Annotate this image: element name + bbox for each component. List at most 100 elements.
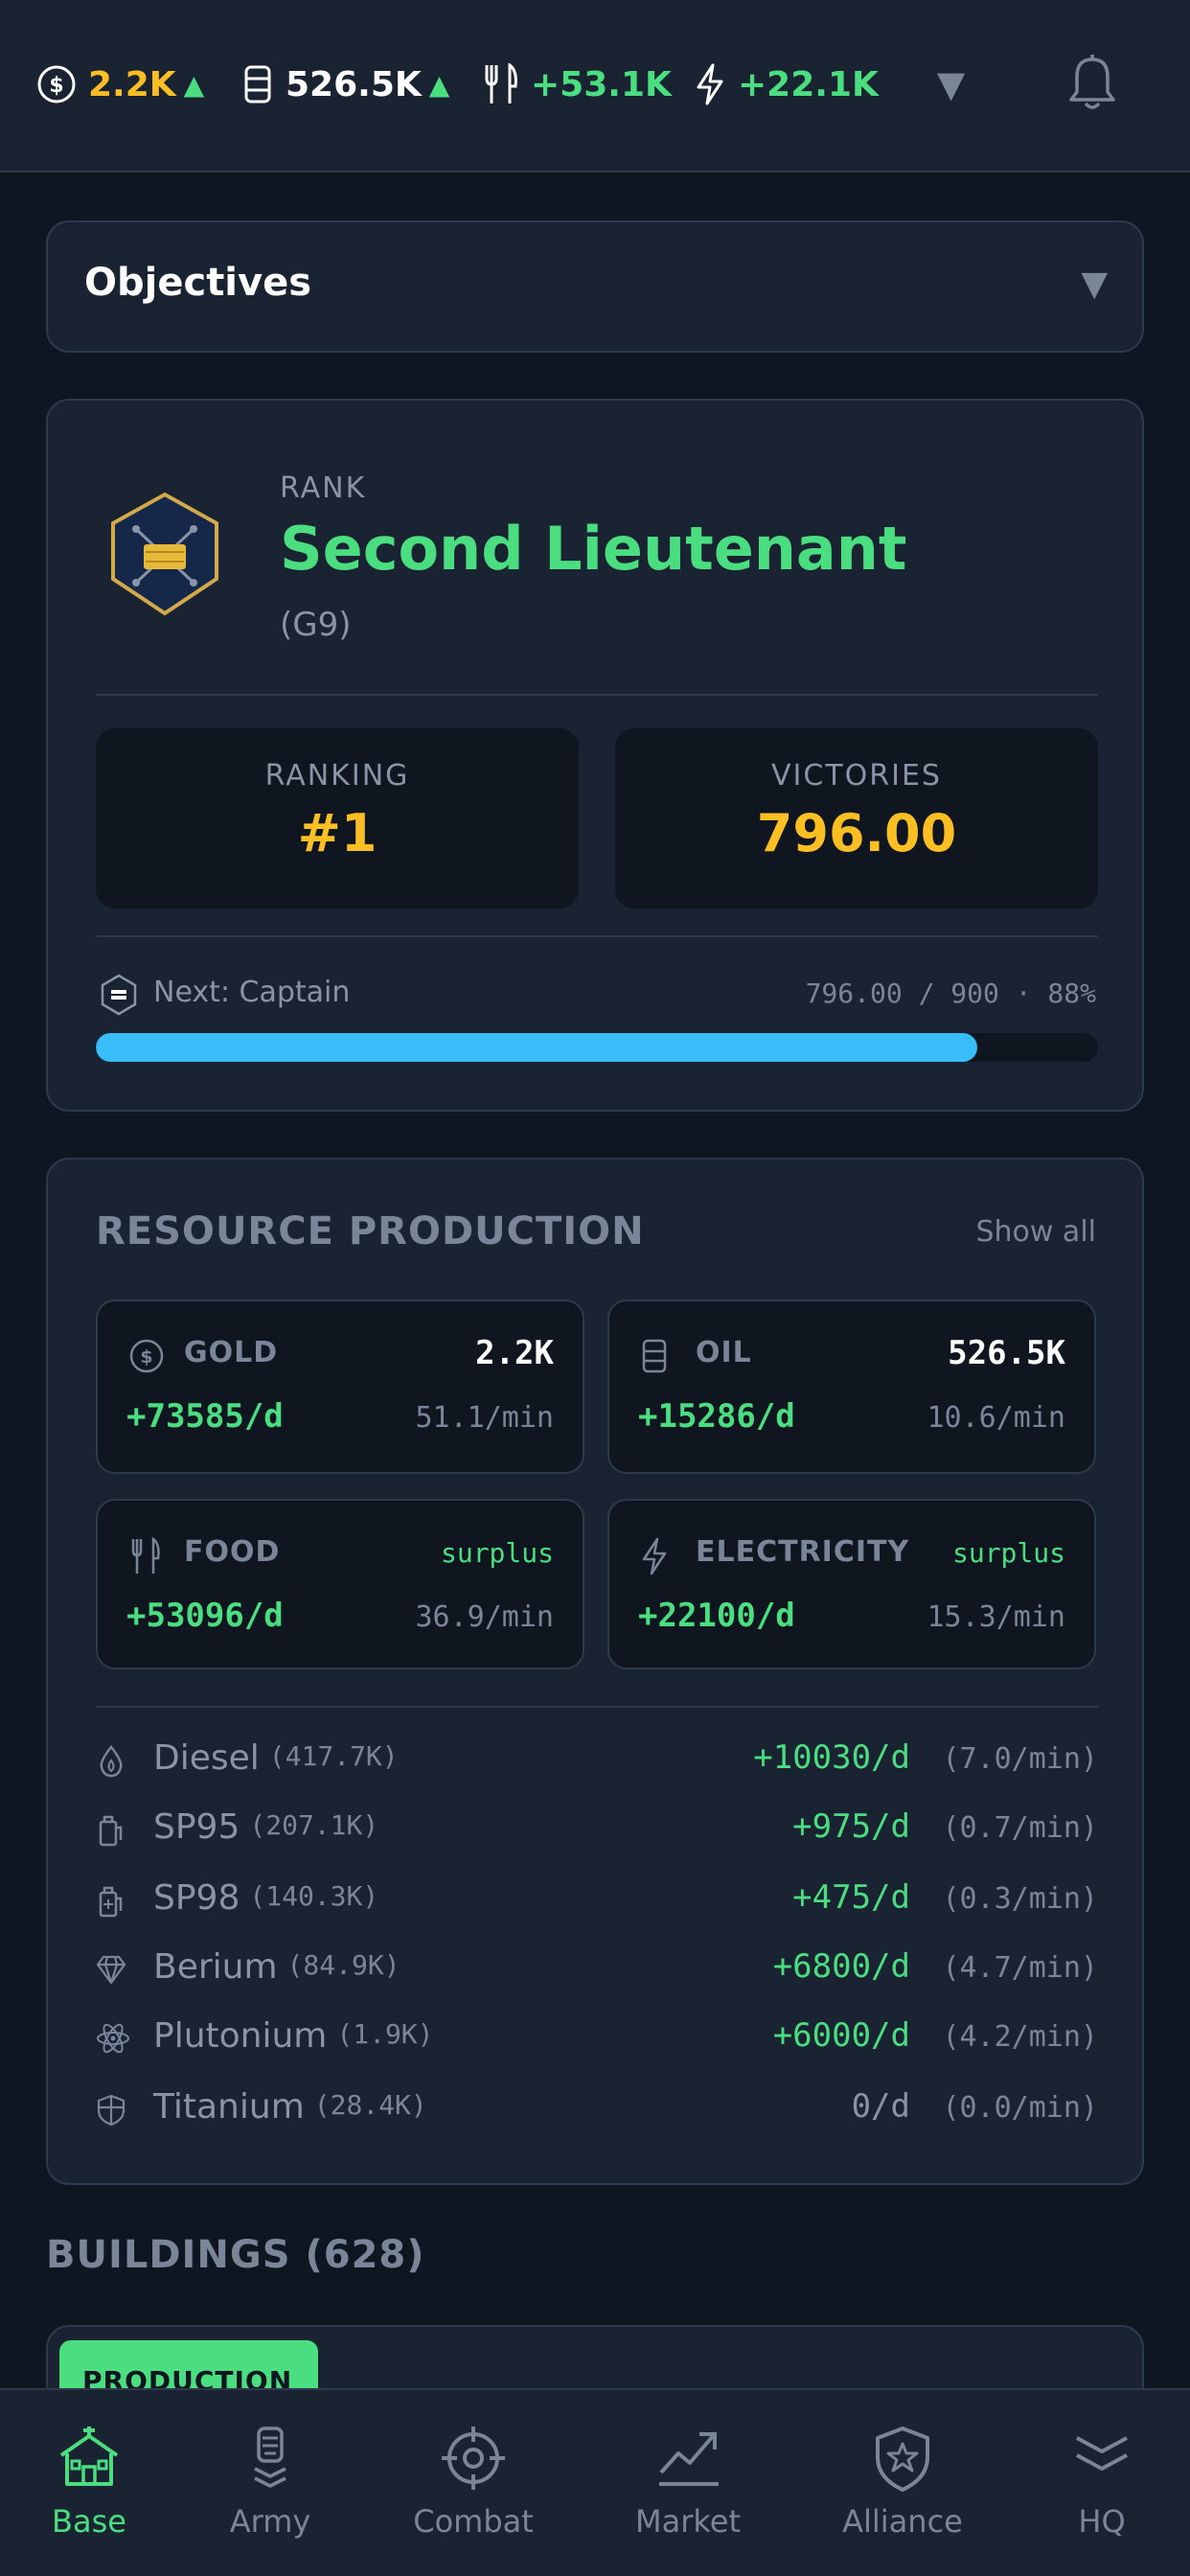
resource-per-min: 15.3/min bbox=[927, 1600, 1066, 1634]
resource-rate: +22100/d bbox=[638, 1597, 795, 1635]
gem-icon bbox=[96, 1955, 126, 1985]
objectives-panel[interactable]: Objectives ▼ bbox=[46, 220, 1144, 353]
divider bbox=[96, 694, 1098, 696]
resource-row-berium: Berium (84.9K) +6800/d (4.7/min) bbox=[96, 1940, 1098, 1997]
resource-name-line: Diesel (417.7K) bbox=[153, 1738, 399, 1778]
resource-name: Titanium bbox=[153, 2087, 305, 2127]
resource-stock: (84.9K) bbox=[286, 1949, 400, 1981]
home-base-icon bbox=[59, 2426, 119, 2486]
resource-row-sp95: SP95 (207.1K) +975/d (0.7/min) bbox=[96, 1800, 1098, 1857]
resource-name: Plutonium bbox=[153, 2016, 328, 2056]
resource-per-min: (7.0/min) bbox=[942, 1742, 1098, 1776]
atom-icon bbox=[97, 2023, 129, 2054]
topbar-food[interactable]: +53.1K bbox=[481, 56, 672, 113]
resource-name: ELECTRICITY bbox=[696, 1535, 910, 1569]
electricity-bolt-icon bbox=[697, 63, 723, 105]
nav-combat[interactable]: Combat bbox=[378, 2390, 569, 2576]
nav-alliance[interactable]: Alliance bbox=[807, 2390, 998, 2576]
ranking-stat: RANKING #1 bbox=[96, 728, 579, 908]
buildings-title: BUILDINGS (628) bbox=[46, 2233, 425, 2277]
resource-rate: +975/d bbox=[792, 1807, 910, 1846]
resource-rate: +6000/d bbox=[772, 2016, 910, 2055]
resource-card-gold[interactable]: $ GOLD 2.2K +73585/d 51.1/min bbox=[96, 1300, 584, 1474]
victories-label: VICTORIES bbox=[771, 759, 942, 793]
nav-label: Alliance bbox=[842, 2503, 963, 2540]
nav-market[interactable]: Market bbox=[592, 2390, 784, 2576]
topbar-gold-value: 2.2K bbox=[88, 64, 176, 104]
resource-rate: +15286/d bbox=[638, 1397, 795, 1436]
ranking-label: RANKING bbox=[264, 759, 410, 793]
next-rank-insignia-icon bbox=[101, 974, 137, 1016]
resource-per-min: 10.6/min bbox=[927, 1401, 1066, 1435]
gold-coin-icon: $ bbox=[129, 1339, 164, 1373]
divider bbox=[96, 1706, 1098, 1708]
resource-name: Diesel bbox=[153, 1738, 260, 1778]
nav-label: Base bbox=[52, 2503, 126, 2540]
resource-rate: +6800/d bbox=[772, 1947, 910, 1986]
resource-per-min: 36.9/min bbox=[415, 1600, 555, 1634]
oil-barrel-icon bbox=[642, 1339, 667, 1373]
bell-icon bbox=[1069, 55, 1115, 109]
resource-amount: surplus bbox=[440, 1537, 554, 1569]
rank-progress-text: 796.00 / 900 · 88% bbox=[805, 978, 1096, 1009]
resource-name-line: Titanium (28.4K) bbox=[153, 2087, 427, 2127]
resource-per-min: (0.7/min) bbox=[942, 1811, 1098, 1845]
production-title: RESOURCE PRODUCTION bbox=[96, 1209, 645, 1254]
resource-name-line: Plutonium (1.9K) bbox=[153, 2016, 434, 2056]
resource-production-card: RESOURCE PRODUCTION Show all $ GOLD 2.2K… bbox=[46, 1158, 1144, 2185]
resource-name: FOOD bbox=[184, 1535, 281, 1569]
resource-row-sp98: SP98 (140.3K) +475/d (0.3/min) bbox=[96, 1871, 1098, 1928]
objectives-title: Objectives bbox=[84, 261, 312, 305]
show-all-link[interactable]: Show all bbox=[975, 1215, 1096, 1249]
topbar-gold[interactable]: $ 2.2K ▲ bbox=[36, 56, 204, 113]
rank-insignia-icon bbox=[111, 492, 218, 616]
resource-stock: (28.4K) bbox=[313, 2089, 427, 2121]
trend-up-icon: ▲ bbox=[428, 68, 450, 101]
victories-value: 796.00 bbox=[756, 803, 957, 863]
victories-stat: VICTORIES 796.00 bbox=[615, 728, 1098, 908]
resource-rate: 0/d bbox=[851, 2087, 910, 2126]
army-soldier-icon bbox=[254, 2426, 286, 2488]
resources-dropdown-toggle[interactable]: ▼ bbox=[937, 63, 966, 105]
rank-progress-fill bbox=[96, 1033, 978, 1062]
resource-per-min: 51.1/min bbox=[415, 1401, 555, 1435]
gold-coin-icon: $ bbox=[37, 65, 76, 104]
rank-card: RANK Second Lieutenant (G9) RANKING #1 V… bbox=[46, 399, 1144, 1112]
topbar-oil[interactable]: 526.5K ▲ bbox=[241, 56, 449, 113]
trend-up-icon: ▲ bbox=[183, 68, 205, 101]
alliance-shield-star-icon bbox=[876, 2426, 929, 2492]
topbar-food-value: +53.1K bbox=[531, 64, 672, 104]
divider bbox=[96, 935, 1098, 937]
notifications-button[interactable] bbox=[1064, 54, 1121, 117]
chevron-down-icon[interactable]: ▼ bbox=[1081, 264, 1108, 304]
ranking-value: #1 bbox=[297, 803, 378, 863]
resource-per-min: (0.0/min) bbox=[942, 2091, 1098, 2125]
resource-amount: surplus bbox=[951, 1537, 1065, 1569]
nav-army[interactable]: Army bbox=[174, 2390, 366, 2576]
nav-label: HQ bbox=[1078, 2503, 1126, 2540]
rank-progress-bar bbox=[96, 1033, 1098, 1062]
resource-name: GOLD bbox=[184, 1336, 279, 1369]
resource-stock: (140.3K) bbox=[249, 1880, 379, 1912]
shield-half-icon bbox=[97, 2094, 126, 2127]
nav-hq[interactable]: HQ bbox=[1006, 2390, 1190, 2576]
resource-stock: (1.9K) bbox=[336, 2018, 434, 2050]
nav-label: Combat bbox=[413, 2503, 534, 2540]
nav-base[interactable]: Base bbox=[0, 2390, 185, 2576]
crosshair-icon bbox=[442, 2426, 505, 2490]
nav-label: Market bbox=[635, 2503, 741, 2540]
oil-barrel-icon bbox=[244, 65, 271, 104]
resource-card-food[interactable]: FOOD surplus +53096/d 36.9/min bbox=[96, 1499, 584, 1669]
rank-name: Second Lieutenant bbox=[280, 514, 907, 584]
resource-name: Berium bbox=[153, 1947, 278, 1987]
trend-chart-icon bbox=[659, 2432, 719, 2486]
topbar-electricity[interactable]: +22.1K bbox=[694, 56, 879, 113]
resource-card-oil[interactable]: OIL 526.5K +15286/d 10.6/min bbox=[607, 1300, 1096, 1474]
resource-rate: +73585/d bbox=[126, 1397, 284, 1436]
resource-card-electricity[interactable]: ELECTRICITY surplus +22100/d 15.3/min bbox=[607, 1499, 1096, 1669]
resource-stock: (417.7K) bbox=[268, 1740, 399, 1772]
resource-name: SP98 bbox=[153, 1878, 240, 1918]
food-utensils-icon bbox=[131, 1537, 160, 1574]
next-rank-label: Next: Captain bbox=[153, 976, 351, 1009]
resource-row-plutonium: Plutonium (1.9K) +6000/d (4.2/min) bbox=[96, 2009, 1098, 2066]
